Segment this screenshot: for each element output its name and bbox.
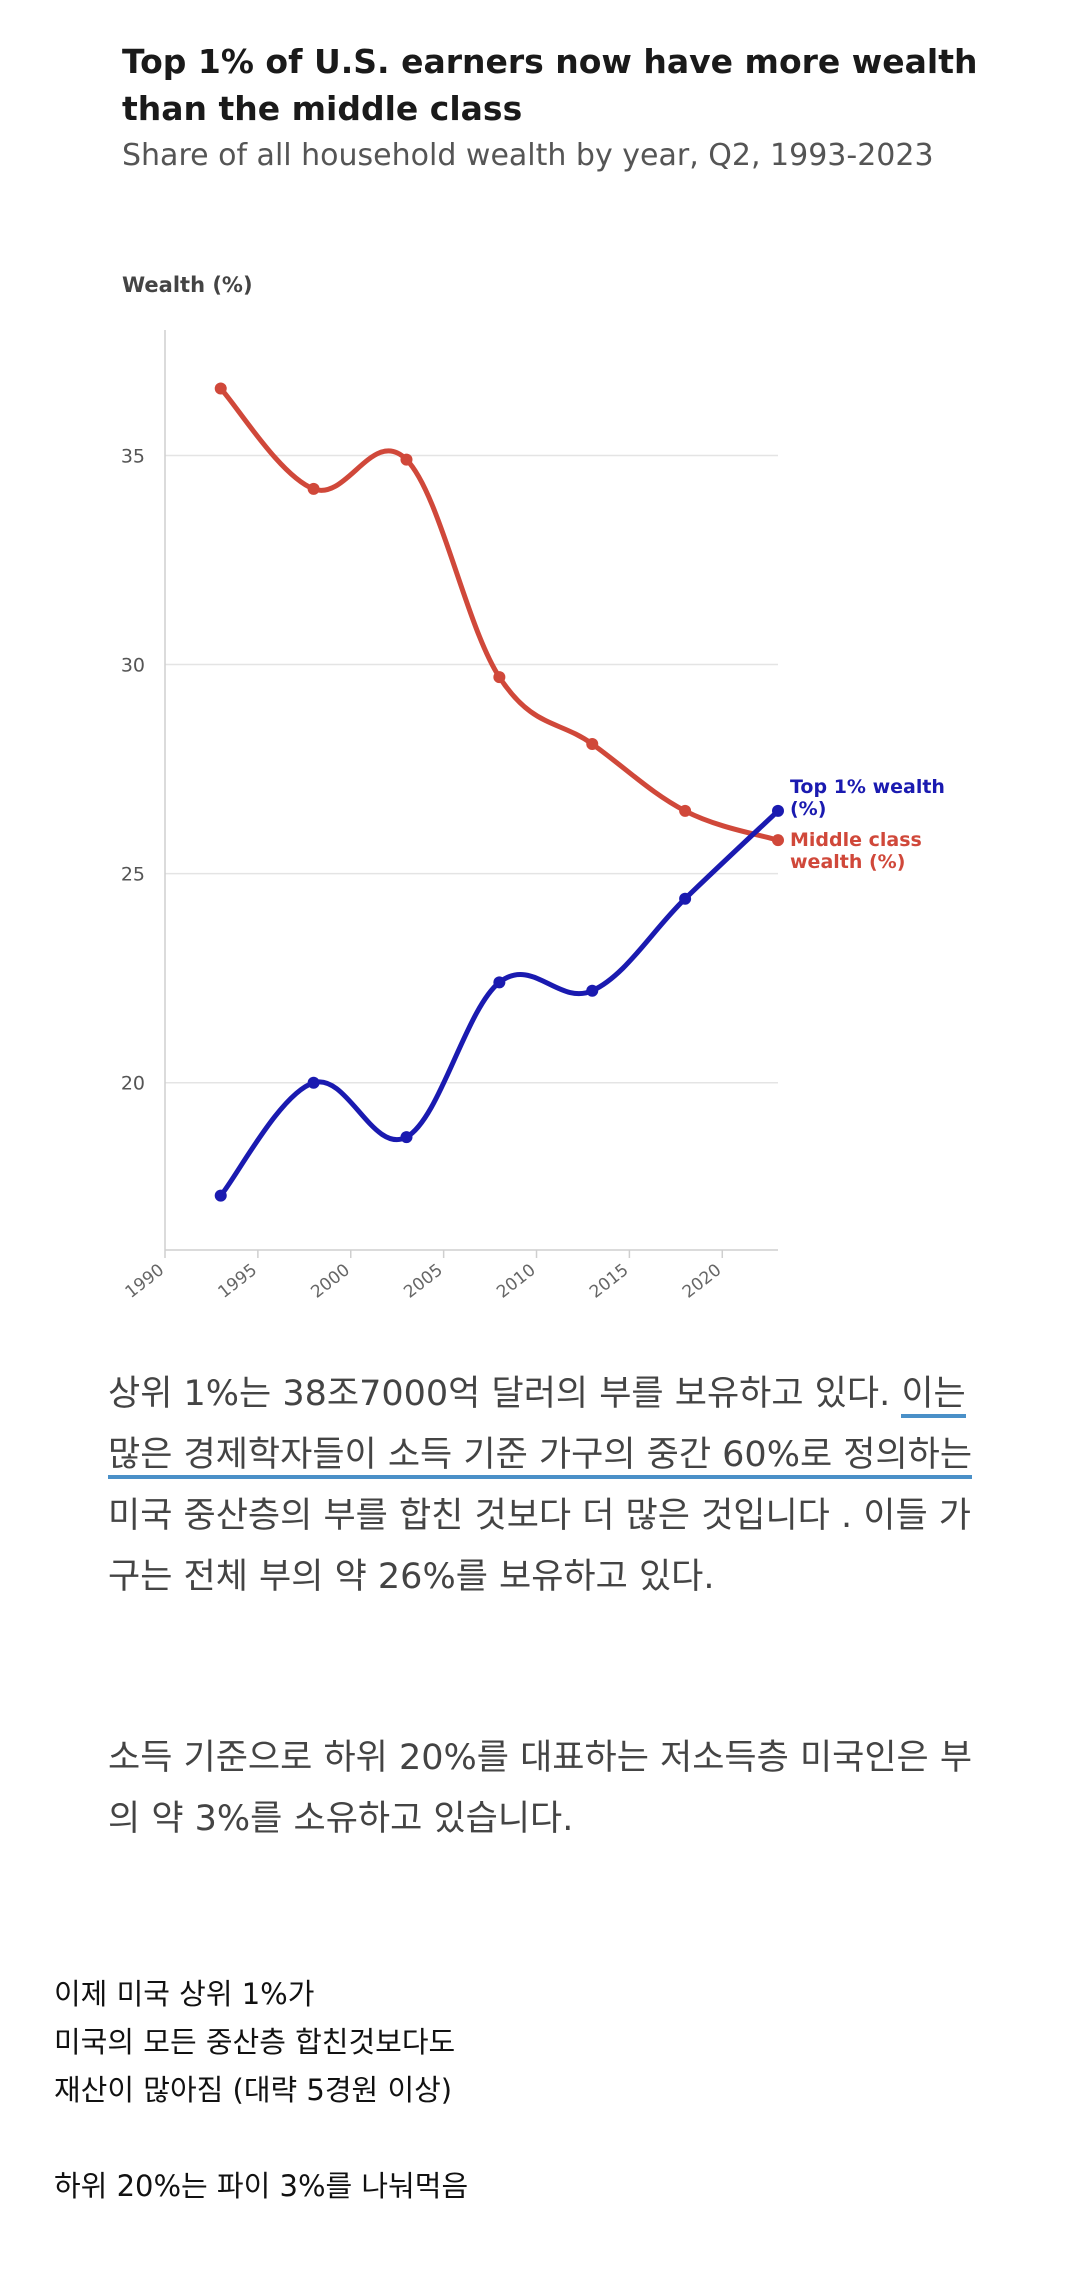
- y-tick-label: 35: [121, 445, 145, 467]
- top-1pct-point-2008: [493, 976, 506, 989]
- paragraph-1-text-a: 상위 1%는 38조7000억 달러의 부를 보유하고 있다.: [108, 1374, 902, 1414]
- paragraph-2: 소득 기준으로 하위 20%를 대표하는 저소득층 미국인은 부의 약 3%를 …: [108, 1738, 973, 1839]
- x-tick-label: 2015: [586, 1260, 632, 1302]
- middle-class-label-line-2: wealth (%): [790, 851, 905, 873]
- y-tick-label: 20: [121, 1073, 145, 1095]
- paragraph-1: 상위 1%는 38조7000억 달러의 부를 보유하고 있다. 이는 많은 경제…: [108, 1364, 988, 1608]
- x-tick-label: 1990: [122, 1260, 168, 1302]
- top-1pct-point-1998: [307, 1076, 320, 1089]
- note-line-4: 하위 20%는 파이 3%를 나눠먹음: [54, 2169, 469, 2203]
- chart-grid: [165, 454, 778, 1084]
- top-1pct-point-2023: [772, 804, 784, 817]
- chart-title: Top 1% of U.S. earners now have more wea…: [122, 42, 978, 128]
- y-axis-label: Wealth (%): [122, 273, 253, 297]
- middle-class-label-line-1: Middle class: [790, 829, 922, 851]
- chart-subtitle: Share of all household wealth by year, Q…: [122, 138, 934, 173]
- middle-class-point-2023: [772, 834, 784, 847]
- paragraph-1-text-b: 미국 중산층의 부를 합친 것보다 더 많은 것입니다 . 이들 가구는 전체 …: [108, 1496, 971, 1597]
- paragraph-1-highlight-1: 이는 많은 경제학자들이 소득 기준 가구: [108, 1374, 966, 1479]
- middle-class-line: [218, 386, 781, 843]
- top-1pct-line: [218, 808, 781, 1199]
- x-tick-label: 2000: [307, 1260, 353, 1302]
- middle-class-point-1998: [307, 482, 320, 495]
- top-1pct-point-2003: [400, 1131, 413, 1144]
- paragraph-1-highlight-2: 의 중간 60%로 정의하는: [603, 1435, 973, 1479]
- note-line-1: 이제 미국 상위 1%가: [54, 1977, 315, 2011]
- x-tick-label: 2020: [679, 1260, 725, 1302]
- top-1pct-point-1993: [214, 1189, 227, 1202]
- y-tick-label: 25: [121, 864, 145, 886]
- y-tick-label: 30: [121, 655, 145, 677]
- middle-class-point-2008: [493, 671, 506, 684]
- middle-class-point-2013: [586, 738, 599, 750]
- line-chart: 20 25 30 35 1990 1995 2000 2005 2010 2015 2020 Mid…: [121, 330, 945, 1303]
- note-line-3: 재산이 많아짐 (대략 5경원 이상): [54, 2073, 453, 2107]
- top-1pct-label-line-2: (%): [790, 798, 826, 820]
- x-tick-label: 2005: [400, 1260, 446, 1302]
- chart-axes: 20 25 30 35 1990 1995 2000 2005 2010 2015 2020: [121, 330, 778, 1303]
- middle-class-point-2018: [679, 804, 692, 817]
- middle-class-point-2003: [400, 453, 413, 466]
- top-1pct-point-2018: [679, 892, 692, 905]
- top-1pct-label-line-1: Top 1% wealth: [790, 776, 945, 798]
- note-line-2: 미국의 모든 중산층 합친것보다도: [54, 2025, 456, 2059]
- x-tick-label: 1995: [215, 1260, 261, 1302]
- middle-class-point-1993: [214, 382, 227, 395]
- x-tick-label: 2010: [493, 1260, 539, 1302]
- top-1pct-point-2013: [586, 984, 599, 997]
- chart-series: [214, 382, 784, 1202]
